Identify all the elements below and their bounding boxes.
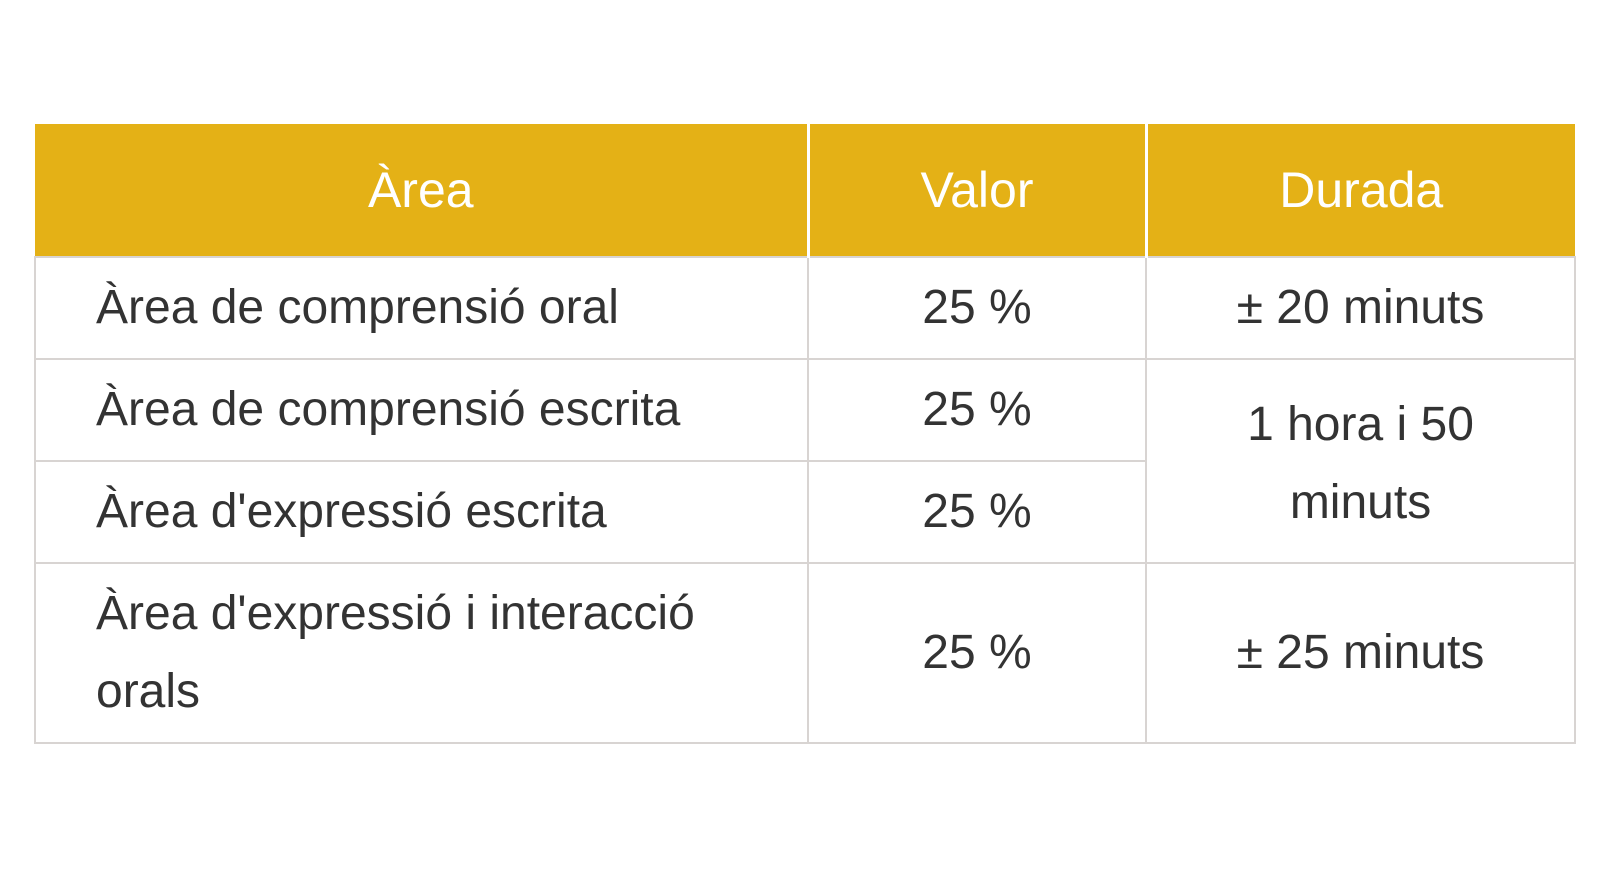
area-cell: Àrea d'expressió escrita: [34, 460, 809, 564]
table-header-row: Àrea Valor Durada: [35, 124, 1575, 257]
table-row: Àrea de comprensió oral 25 % ± 20 minuts: [34, 256, 1576, 360]
table-row: Àrea d'expressió escrita 25 %: [34, 460, 1575, 564]
valor-cell: 25 %: [807, 562, 1147, 744]
durada-cell: ± 25 minuts: [1145, 562, 1576, 744]
header-area: Àrea: [35, 124, 810, 257]
valor-cell: 25 %: [807, 256, 1147, 360]
durada-cell-merged: 1 hora i 50 minuts: [1145, 358, 1576, 564]
area-cell: Àrea d'expressió i interacció orals: [34, 562, 809, 744]
durada-cell: ± 20 minuts: [1145, 256, 1576, 360]
header-valor: Valor: [806, 124, 1148, 257]
area-cell: Àrea de comprensió escrita: [34, 358, 809, 462]
exam-areas-table: Àrea Valor Durada Àrea de comprensió ora…: [34, 124, 1576, 744]
table-row: Àrea de comprensió escrita 25 % 1 hora i…: [34, 358, 1576, 564]
table-row: Àrea d'expressió i interacció orals 25 %…: [34, 562, 1576, 744]
valor-cell: 25 %: [807, 358, 1147, 462]
area-cell: Àrea de comprensió oral: [34, 256, 809, 360]
valor-cell: 25 %: [807, 460, 1147, 564]
header-durada: Durada: [1144, 124, 1575, 257]
